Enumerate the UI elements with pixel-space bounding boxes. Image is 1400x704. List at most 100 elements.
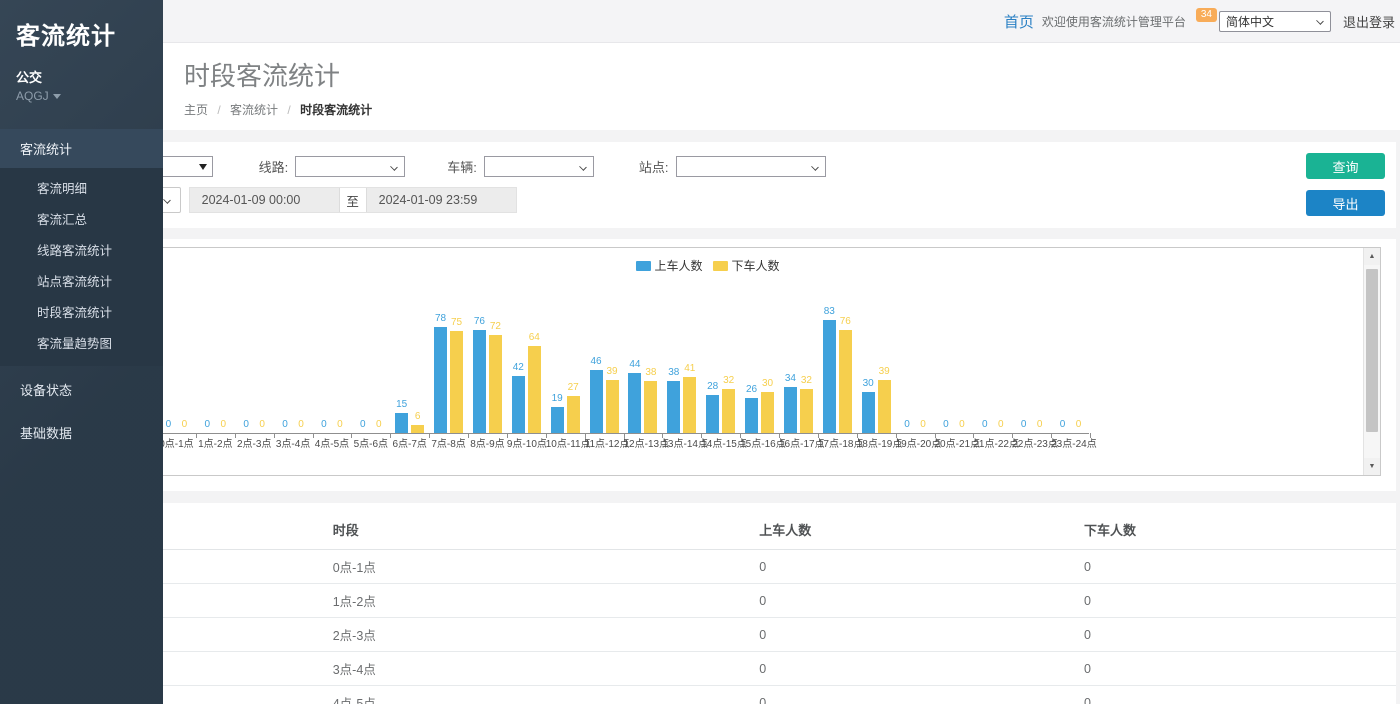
sidebar-section-device-status[interactable]: 设备状态	[0, 370, 163, 409]
chart-category: 004点-5点	[313, 298, 352, 433]
sidebar-item-客流明细[interactable]: 客流明细	[0, 172, 163, 203]
bar-上车人数	[628, 373, 641, 433]
table-row: 54点-5点00	[20, 686, 1396, 704]
sidebar-item-客流量趋势图[interactable]: 客流量趋势图	[0, 327, 163, 358]
x-axis-tick	[1090, 433, 1091, 438]
header-timeslot: 时段	[312, 512, 739, 550]
chart-category: 343216点-17点	[779, 298, 818, 433]
bar-value-label: 64	[520, 332, 548, 343]
sidebar-section-base-data[interactable]: 基础数据	[0, 413, 163, 452]
org-code-label: AQGJ	[16, 89, 49, 103]
x-axis-label: 5点-6点	[351, 435, 390, 450]
x-axis-label: 21点-22点	[973, 435, 1012, 450]
sidebar: 客流统计 公交 AQGJ 客流统计 客流明细客流汇总线路客流统计站点客流统计时段…	[0, 0, 163, 704]
chart-box: 时段车流统计图 上车人数 下车人数 020406080100000点-1点001…	[34, 247, 1381, 476]
chart-category: 263015点-16点	[740, 298, 779, 433]
table-body: 10点-1点0021点-2点0032点-3点0043点-4点0054点-5点00…	[20, 550, 1396, 704]
breadcrumb: 主页 / 客流统计 / 时段客流统计	[184, 101, 1400, 118]
x-axis-label: 19点-20点	[896, 435, 935, 450]
app-title: 客流统计	[16, 16, 147, 51]
chevron-down-icon	[811, 163, 819, 171]
chart-category: 1566点-7点	[390, 298, 429, 433]
chevron-down-icon	[1316, 17, 1324, 25]
legend-label-boarding: 上车人数	[654, 257, 702, 274]
table-cell: 0	[1063, 584, 1396, 618]
language-select[interactable]: 简体中文	[1219, 11, 1331, 32]
sidebar-item-站点客流统计[interactable]: 站点客流统计	[0, 265, 163, 296]
vehicle-select[interactable]	[484, 156, 594, 177]
topbar: 首页 欢迎使用客流统计管理平台 34 简体中文 退出登录	[163, 0, 1400, 43]
x-axis-label: 8点-9点	[468, 435, 507, 450]
table-row: 10点-1点00	[20, 550, 1396, 584]
bar-下车人数	[722, 389, 735, 433]
line-select[interactable]	[295, 156, 405, 177]
table-panel: 序号 时段 上车人数 下车人数 10点-1点0021点-2点0032点-3点00…	[20, 503, 1396, 704]
chart-plot: 020406080100000点-1点001点-2点002点-3点003点-4点…	[156, 298, 1089, 434]
sidebar-item-客流汇总[interactable]: 客流汇总	[0, 203, 163, 234]
chart-category: 303918点-19点	[857, 298, 896, 433]
chart-category: 443812点-13点	[624, 298, 663, 433]
legend-swatch-alighting	[713, 261, 728, 271]
chart-category: 0020点-21点	[935, 298, 974, 433]
sidebar-section-passenger-stats[interactable]: 客流统计	[0, 129, 163, 168]
bar-value-label: 0	[365, 419, 393, 430]
bar-上车人数	[434, 327, 447, 433]
x-axis-label: 13点-14点	[662, 435, 701, 450]
chevron-down-icon	[579, 163, 587, 171]
legend-item-boarding[interactable]: 上车人数	[635, 257, 702, 274]
bar-value-label: 39	[870, 366, 898, 377]
bar-上车人数	[590, 370, 603, 433]
caret-down-icon	[53, 94, 61, 99]
table-cell: 3点-4点	[312, 652, 739, 686]
table-row: 21点-2点00	[20, 584, 1396, 618]
chart-legend: 上车人数 下车人数	[635, 257, 779, 274]
bar-下车人数	[489, 335, 502, 433]
language-value: 简体中文	[1226, 13, 1274, 30]
export-button[interactable]: 导出	[1306, 190, 1385, 216]
date-from-input[interactable]: 2024-01-09 00:00	[190, 188, 339, 212]
date-range-group: 2024-01-09 00:00 至 2024-01-09 23:59	[189, 187, 517, 213]
logout-link[interactable]: 退出登录	[1343, 12, 1395, 31]
bar-上车人数	[473, 330, 486, 433]
date-to-input[interactable]: 2024-01-09 23:59	[367, 188, 516, 212]
chart-scrollbar[interactable]: ▲ ▼	[1363, 248, 1380, 475]
bar-value-label: 27	[559, 382, 587, 393]
chart-category: 005点-6点	[351, 298, 390, 433]
station-select[interactable]	[676, 156, 826, 177]
breadcrumb-passenger-stats[interactable]: 客流统计	[230, 103, 278, 117]
bar-上车人数	[745, 398, 758, 433]
bar-下车人数	[683, 377, 696, 433]
chart-category: 384113点-14点	[662, 298, 701, 433]
bar-value-label: 15	[388, 399, 416, 410]
home-link[interactable]: 首页	[1004, 11, 1034, 32]
bar-下车人数	[644, 381, 657, 433]
notification-badge[interactable]: 34	[1196, 8, 1217, 22]
x-axis-label: 9点-10点	[507, 435, 546, 450]
sidebar-item-时段客流统计[interactable]: 时段客流统计	[0, 296, 163, 327]
bar-下车人数	[567, 396, 580, 433]
breadcrumb-home[interactable]: 主页	[184, 103, 208, 117]
table-cell: 1点-2点	[312, 584, 739, 618]
x-axis-label: 3点-4点	[274, 435, 313, 450]
sidebar-submenu: 客流明细客流汇总线路客流统计站点客流统计时段客流统计客流量趋势图	[0, 168, 163, 366]
table-cell: 0	[1063, 652, 1396, 686]
header-alighting: 下车人数	[1063, 512, 1396, 550]
chart-category: 001点-2点	[196, 298, 235, 433]
scroll-up-icon[interactable]: ▲	[1364, 248, 1380, 265]
breadcrumb-separator: /	[217, 103, 220, 117]
search-button[interactable]: 查询	[1306, 153, 1385, 179]
filter-panel: 公司: ---请选择--- 线路: 车辆: 站点: 日期: 昨日 2024-01…	[20, 142, 1396, 228]
chart-category: 0021点-22点	[973, 298, 1012, 433]
bar-value-label: 41	[676, 363, 704, 374]
chart-category: 42649点-10点	[507, 298, 546, 433]
legend-item-alighting[interactable]: 下车人数	[713, 257, 780, 274]
chart-category: 003点-4点	[274, 298, 313, 433]
sidebar-item-线路客流统计[interactable]: 线路客流统计	[0, 234, 163, 265]
org-code-dropdown[interactable]: AQGJ	[16, 89, 147, 103]
bar-上车人数	[551, 407, 564, 433]
scrollbar-thumb[interactable]	[1366, 269, 1378, 432]
hourly-stats-table: 序号 时段 上车人数 下车人数 10点-1点0021点-2点0032点-3点00…	[20, 512, 1396, 704]
table-cell: 0	[738, 550, 1063, 584]
scroll-down-icon[interactable]: ▼	[1364, 458, 1380, 475]
bar-value-label: 76	[831, 316, 859, 327]
